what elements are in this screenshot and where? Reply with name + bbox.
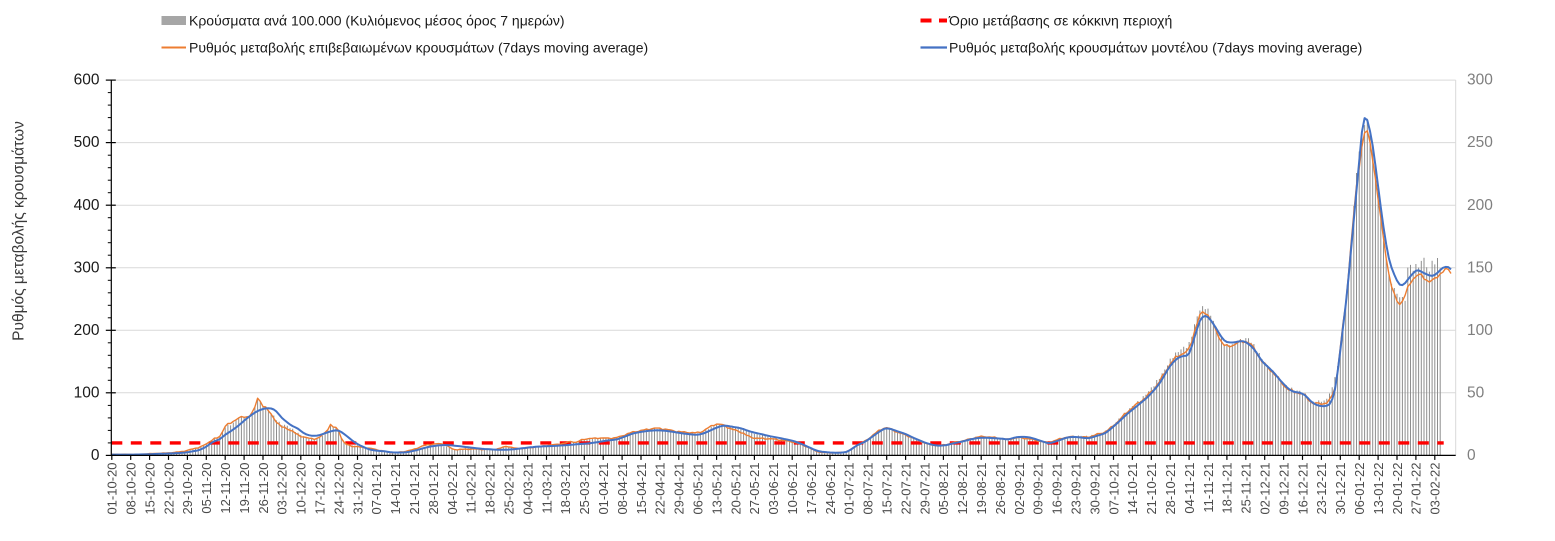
svg-text:15-04-21: 15-04-21	[634, 463, 649, 515]
svg-text:04-02-21: 04-02-21	[445, 463, 460, 515]
svg-text:11-03-21: 11-03-21	[539, 463, 554, 514]
svg-text:21-10-21: 21-10-21	[1144, 463, 1159, 515]
svg-text:30-12-21: 30-12-21	[1333, 463, 1348, 515]
svg-text:23-12-21: 23-12-21	[1314, 463, 1329, 515]
svg-text:07-01-21: 07-01-21	[369, 463, 384, 515]
svg-text:05-11-20: 05-11-20	[199, 463, 214, 514]
svg-text:26-11-20: 26-11-20	[256, 463, 271, 514]
svg-text:07-10-21: 07-10-21	[1106, 463, 1121, 515]
svg-text:13-01-22: 13-01-22	[1371, 463, 1386, 515]
svg-text:600: 600	[74, 72, 100, 89]
svg-text:30-09-21: 30-09-21	[1087, 463, 1102, 515]
svg-text:29-07-21: 29-07-21	[917, 463, 932, 515]
svg-text:18-03-21: 18-03-21	[558, 463, 573, 515]
svg-text:18-11-21: 18-11-21	[1220, 463, 1235, 514]
svg-text:01-04-21: 01-04-21	[596, 463, 611, 515]
svg-text:03-02-22: 03-02-22	[1428, 463, 1443, 515]
svg-text:17-06-21: 17-06-21	[804, 463, 819, 515]
svg-text:20-05-21: 20-05-21	[728, 463, 743, 515]
svg-text:20-01-22: 20-01-22	[1390, 463, 1405, 515]
svg-text:100: 100	[1467, 322, 1493, 339]
svg-text:14-10-21: 14-10-21	[1125, 463, 1140, 515]
svg-text:06-05-21: 06-05-21	[691, 463, 706, 515]
svg-text:0: 0	[1467, 447, 1476, 464]
svg-text:150: 150	[1467, 259, 1493, 276]
svg-text:24-06-21: 24-06-21	[823, 463, 838, 515]
svg-text:28-01-21: 28-01-21	[426, 463, 441, 515]
svg-text:03-12-20: 03-12-20	[275, 463, 290, 515]
svg-text:22-04-21: 22-04-21	[653, 463, 668, 515]
svg-text:15-10-20: 15-10-20	[142, 463, 157, 515]
svg-text:11-11-21: 11-11-21	[1201, 463, 1216, 513]
svg-text:04-11-21: 04-11-21	[1182, 463, 1197, 514]
svg-text:09-09-21: 09-09-21	[1031, 463, 1046, 515]
svg-text:17-12-20: 17-12-20	[313, 463, 328, 515]
svg-text:300: 300	[1467, 72, 1493, 89]
svg-text:25-03-21: 25-03-21	[577, 463, 592, 515]
svg-text:01-10-20: 01-10-20	[105, 463, 120, 515]
svg-text:200: 200	[74, 322, 100, 339]
svg-text:0: 0	[91, 447, 100, 464]
svg-text:31-12-20: 31-12-20	[350, 463, 365, 515]
svg-text:250: 250	[1467, 134, 1493, 151]
svg-text:19-11-20: 19-11-20	[237, 463, 252, 514]
svg-text:27-05-21: 27-05-21	[747, 463, 762, 515]
svg-text:13-05-21: 13-05-21	[709, 463, 724, 515]
svg-text:02-09-21: 02-09-21	[1012, 463, 1027, 515]
svg-text:10-12-20: 10-12-20	[294, 463, 309, 515]
svg-text:16-09-21: 16-09-21	[1050, 463, 1065, 515]
svg-text:Ρυθμός μεταβολής επιβεβαιωμένω: Ρυθμός μεταβολής επιβεβαιωμένων κρουσμάτ…	[189, 40, 648, 56]
svg-text:22-10-20: 22-10-20	[161, 463, 176, 515]
svg-text:04-03-21: 04-03-21	[520, 463, 535, 515]
svg-text:26-08-21: 26-08-21	[993, 463, 1008, 515]
svg-text:200: 200	[1467, 197, 1493, 214]
svg-text:23-09-21: 23-09-21	[1069, 463, 1084, 515]
svg-text:Ρυθμός μεταβολής κρουσμάτων μο: Ρυθμός μεταβολής κρουσμάτων μοντέλου (7d…	[949, 40, 1362, 56]
svg-text:50: 50	[1467, 384, 1485, 401]
svg-text:08-04-21: 08-04-21	[615, 463, 630, 515]
svg-text:15-07-21: 15-07-21	[880, 463, 895, 515]
svg-text:100: 100	[74, 384, 100, 401]
svg-text:29-10-20: 29-10-20	[180, 463, 195, 515]
svg-text:Κρούσματα ανά 100.000 (Κυλιόμε: Κρούσματα ανά 100.000 (Κυλιόμενος μέσος …	[189, 13, 565, 29]
svg-text:400: 400	[74, 197, 100, 214]
svg-text:01-07-21: 01-07-21	[842, 463, 857, 515]
svg-text:18-02-21: 18-02-21	[483, 462, 498, 514]
svg-text:03-06-21: 03-06-21	[766, 463, 781, 515]
svg-text:21-01-21: 21-01-21	[407, 463, 422, 515]
svg-text:02-12-21: 02-12-21	[1258, 463, 1273, 515]
svg-text:29-04-21: 29-04-21	[672, 463, 687, 515]
svg-text:Ρυθμός μεταβολής κρουσμάτων: Ρυθμός μεταβολής κρουσμάτων	[11, 121, 28, 341]
svg-text:19-08-21: 19-08-21	[974, 463, 989, 515]
svg-text:12-08-21: 12-08-21	[955, 463, 970, 515]
svg-text:16-12-21: 16-12-21	[1295, 463, 1310, 515]
svg-text:300: 300	[74, 259, 100, 276]
svg-text:22-07-21: 22-07-21	[898, 463, 913, 515]
svg-text:25-02-21: 25-02-21	[502, 463, 517, 515]
svg-text:12-11-20: 12-11-20	[218, 463, 233, 514]
svg-text:06-01-22: 06-01-22	[1352, 463, 1367, 515]
svg-text:08-07-21: 08-07-21	[861, 463, 876, 515]
svg-text:10-06-21: 10-06-21	[785, 463, 800, 515]
svg-text:500: 500	[74, 134, 100, 151]
svg-text:05-08-21: 05-08-21	[936, 463, 951, 515]
svg-text:Όριο μετάβασης σε κόκκινη περι: Όριο μετάβασης σε κόκκινη περιοχή	[948, 13, 1172, 29]
svg-text:25-11-21: 25-11-21	[1239, 463, 1254, 514]
svg-text:28-10-21: 28-10-21	[1163, 463, 1178, 515]
svg-text:14-01-21: 14-01-21	[388, 463, 403, 515]
svg-text:27-01-22: 27-01-22	[1409, 463, 1424, 515]
svg-text:24-12-20: 24-12-20	[331, 463, 346, 515]
svg-text:08-10-20: 08-10-20	[124, 463, 139, 515]
svg-text:09-12-21: 09-12-21	[1276, 463, 1291, 515]
svg-text:11-02-21: 11-02-21	[464, 463, 479, 514]
